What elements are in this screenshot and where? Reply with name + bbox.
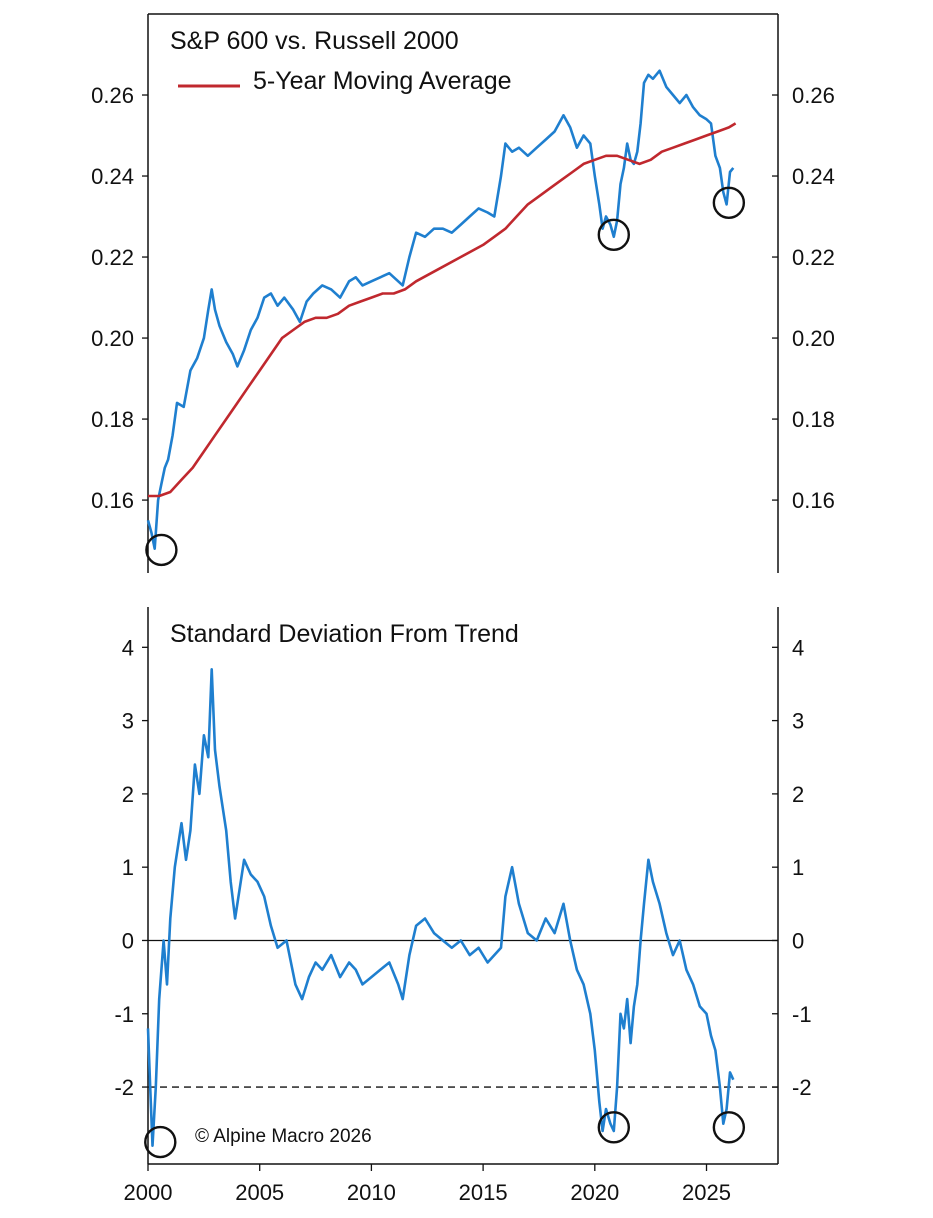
y-tick-label-left: 0.16 (91, 488, 134, 513)
y-tick-label-left: -1 (114, 1002, 134, 1027)
deviation-panel: -2 -2-1 -10 01 12 23 34 4 2000 2005 2010 2015 2020 2… (114, 607, 812, 1205)
series-line-sd (146, 668, 735, 1147)
x-tick-label: 2005 (235, 1180, 284, 1205)
x-tick-label: 2015 (459, 1180, 508, 1205)
y-tick-label-left: 0.20 (91, 326, 134, 351)
series-line-ma (148, 122, 737, 498)
y-tick-label-left: 0.24 (91, 164, 134, 189)
trough-circle-marker (597, 218, 630, 251)
trough-circle-marker (597, 1111, 630, 1144)
y-tick-label-left: 0 (122, 928, 134, 953)
reference-lines (148, 939, 778, 1088)
trough-circle-marker (144, 1125, 177, 1159)
x-tick-label: 2010 (347, 1180, 396, 1205)
series-lines (146, 69, 737, 550)
y-tick-label-right: 0 (792, 928, 804, 953)
x-tick-label: 2020 (570, 1180, 619, 1205)
legend-label-ma: 5-Year Moving Average (253, 67, 512, 95)
y-tick-label-right: 0.26 (792, 83, 835, 108)
y-tick-label-right: 0.22 (792, 245, 835, 270)
y-tick-label-right: 0.18 (792, 407, 835, 432)
x-ticks: 2000 2005 2010 2015 2020 2025 (124, 1164, 731, 1205)
copyright-credit: © Alpine Macro 2026 (195, 1126, 372, 1147)
y-tick-label-left: 0.26 (91, 83, 134, 108)
chart-title: S&P 600 vs. Russell 2000 (170, 27, 459, 55)
trough-circle-marker (712, 1111, 746, 1144)
y-tick-label-right: 3 (792, 709, 804, 734)
y-tick-label-right: -1 (792, 1002, 812, 1027)
trough-markers (144, 1111, 746, 1159)
trough-circle-marker (712, 186, 746, 219)
y-ticks: 0.16 0.16 0.18 0.18 0.20 0.20 0.22 0.22 0.24 0.24… (91, 83, 835, 513)
y-tick-label-left: 2 (122, 782, 134, 807)
chart-title: Standard Deviation From Trend (170, 620, 519, 648)
ratio-panel: 0.16 0.16 0.18 0.18 0.20 0.20 0.22 0.22 0.24 0.24… (91, 13, 835, 573)
x-tick-label: 2025 (682, 1180, 731, 1205)
y-tick-label-right: 0.16 (792, 488, 835, 513)
y-tick-label-right: 1 (792, 855, 804, 880)
y-tick-label-right: 0.20 (792, 326, 835, 351)
y-tick-label-right: -2 (792, 1075, 812, 1100)
series-line-ratio (146, 69, 735, 550)
y-tick-label-left: 3 (122, 709, 134, 734)
trough-markers (145, 186, 746, 567)
x-tick-label: 2000 (124, 1180, 173, 1205)
y-ticks: -2 -2 -1 -1 0 0 1 1 2 2 3 3 4 4 (114, 635, 811, 1100)
series-lines (146, 668, 735, 1147)
y-tick-label-left: 4 (122, 635, 134, 660)
y-tick-label-right: 4 (792, 635, 804, 660)
y-tick-label-left: 0.22 (91, 245, 134, 270)
trough-circle-marker (145, 533, 178, 567)
y-tick-label-right: 2 (792, 782, 804, 807)
y-tick-label-left: -2 (114, 1075, 134, 1100)
y-tick-label-left: 0.18 (91, 407, 134, 432)
y-tick-label-right: 0.24 (792, 164, 835, 189)
y-tick-label-left: 1 (122, 855, 134, 880)
